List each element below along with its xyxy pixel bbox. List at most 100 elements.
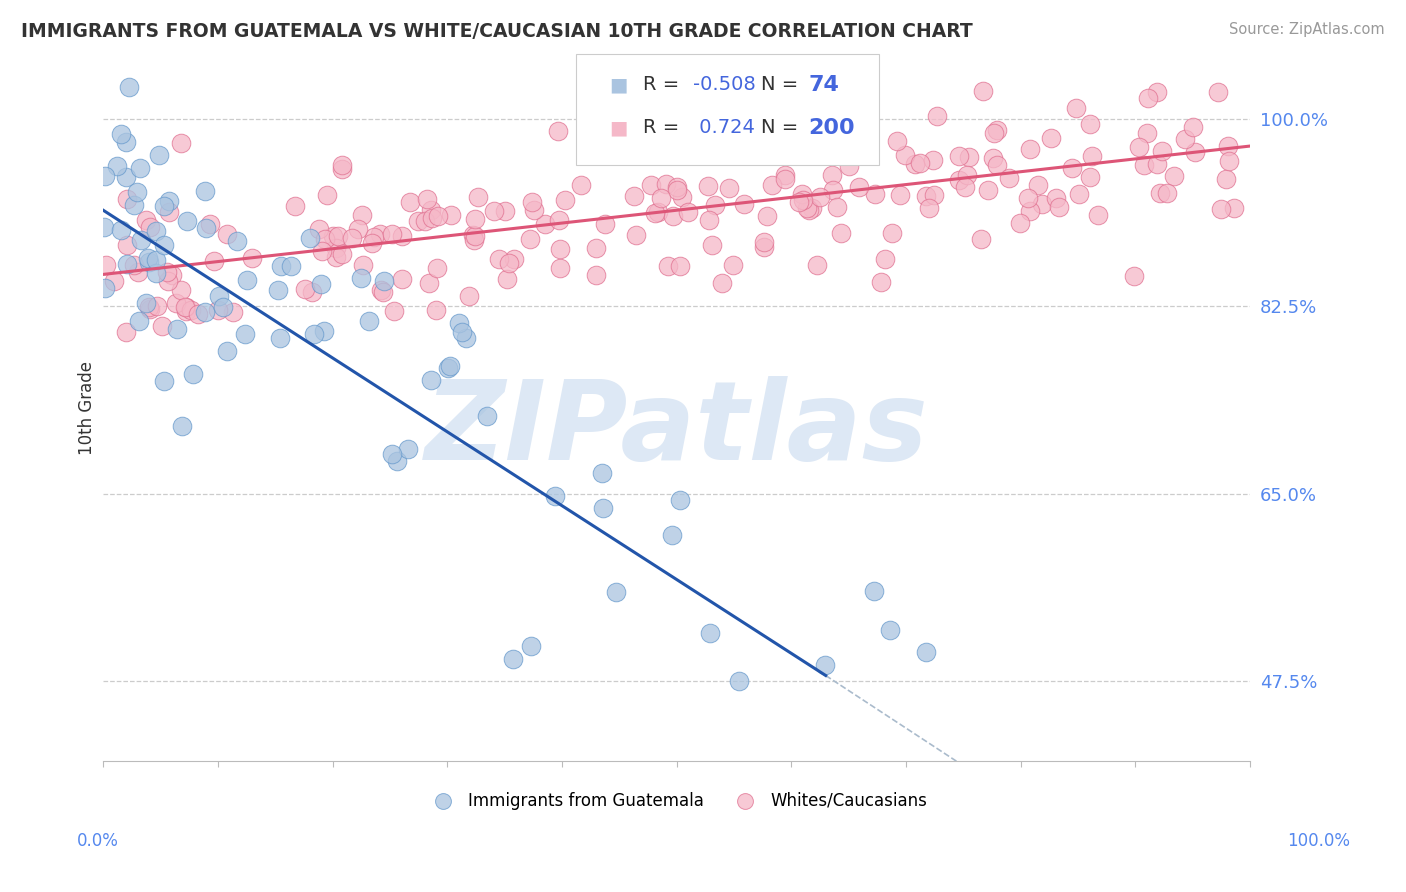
Point xyxy=(697,212,720,227)
Text: 200: 200 xyxy=(808,118,855,137)
Point xyxy=(138,300,160,314)
Point xyxy=(426,260,449,275)
Point xyxy=(1047,200,1070,214)
Point xyxy=(873,252,896,266)
Point xyxy=(863,583,886,598)
Point xyxy=(294,282,316,296)
Point xyxy=(122,198,145,212)
Point xyxy=(381,447,404,461)
Point xyxy=(1136,91,1159,105)
Point xyxy=(585,241,607,255)
Point xyxy=(330,158,353,172)
Point xyxy=(94,169,117,183)
Point xyxy=(145,224,167,238)
Point xyxy=(823,183,845,197)
Point xyxy=(787,194,810,209)
Point xyxy=(215,343,238,358)
Point xyxy=(665,180,688,194)
Point xyxy=(128,314,150,328)
Legend: Immigrants from Guatemala, Whites/Caucasians: Immigrants from Guatemala, Whites/Caucas… xyxy=(419,785,934,816)
Point xyxy=(135,213,157,227)
Point xyxy=(105,159,128,173)
Point xyxy=(718,181,741,195)
Text: ■: ■ xyxy=(609,75,627,95)
Point xyxy=(157,205,180,219)
Point xyxy=(908,155,931,169)
Point xyxy=(494,204,516,219)
Text: 74: 74 xyxy=(808,75,839,95)
Text: 100.0%: 100.0% xyxy=(1286,831,1350,849)
Point xyxy=(475,409,498,423)
Point xyxy=(1062,161,1084,176)
Point xyxy=(174,304,197,318)
Point xyxy=(127,265,149,279)
Point xyxy=(170,283,193,297)
Point xyxy=(114,169,136,184)
Point xyxy=(886,134,908,148)
Point xyxy=(156,274,179,288)
Text: N =: N = xyxy=(761,75,797,95)
Point xyxy=(915,645,938,659)
Text: -0.508: -0.508 xyxy=(693,75,756,95)
Point xyxy=(467,190,489,204)
Point xyxy=(894,148,917,162)
Point xyxy=(523,202,546,217)
Point xyxy=(792,186,814,201)
Point xyxy=(165,296,187,310)
Point xyxy=(801,201,824,215)
Point xyxy=(110,127,132,141)
Point xyxy=(704,197,727,211)
Point xyxy=(879,624,901,638)
Point xyxy=(208,289,231,303)
Point xyxy=(129,233,152,247)
Point xyxy=(863,186,886,201)
Point xyxy=(1149,186,1171,200)
Point xyxy=(240,251,263,265)
Point xyxy=(117,257,139,271)
Point xyxy=(96,258,118,272)
Point xyxy=(117,238,139,252)
Point xyxy=(440,208,463,222)
Text: ZIPatlas: ZIPatlas xyxy=(425,376,928,483)
Point xyxy=(93,219,115,234)
Point xyxy=(183,367,205,381)
Point xyxy=(418,276,440,290)
Point xyxy=(956,169,979,183)
Point xyxy=(1136,127,1159,141)
Point xyxy=(314,325,336,339)
Point xyxy=(439,359,461,373)
Point xyxy=(592,500,614,515)
Point xyxy=(127,185,149,199)
Point xyxy=(363,229,385,244)
Point xyxy=(749,147,772,161)
Text: N =: N = xyxy=(761,118,797,137)
Point xyxy=(1064,101,1087,115)
Point xyxy=(1181,120,1204,135)
Point xyxy=(122,258,145,272)
Point xyxy=(534,217,557,231)
Point xyxy=(1017,190,1039,204)
Point xyxy=(678,205,700,219)
Point xyxy=(1078,169,1101,184)
Point xyxy=(447,317,470,331)
Point xyxy=(1067,187,1090,202)
Point xyxy=(591,467,613,481)
Point xyxy=(808,190,831,204)
Point xyxy=(1087,208,1109,222)
Point xyxy=(170,419,193,434)
Point xyxy=(821,169,844,183)
Point xyxy=(115,192,138,206)
Point xyxy=(280,259,302,273)
Point xyxy=(139,219,162,234)
Point xyxy=(267,283,290,297)
Point xyxy=(311,244,333,259)
Point xyxy=(1019,142,1042,156)
Point xyxy=(1122,268,1144,283)
Point xyxy=(174,300,197,314)
Point xyxy=(426,209,449,223)
Point xyxy=(211,300,233,314)
Point xyxy=(752,235,775,250)
Point xyxy=(382,304,405,318)
Point xyxy=(145,253,167,268)
Point xyxy=(152,375,174,389)
